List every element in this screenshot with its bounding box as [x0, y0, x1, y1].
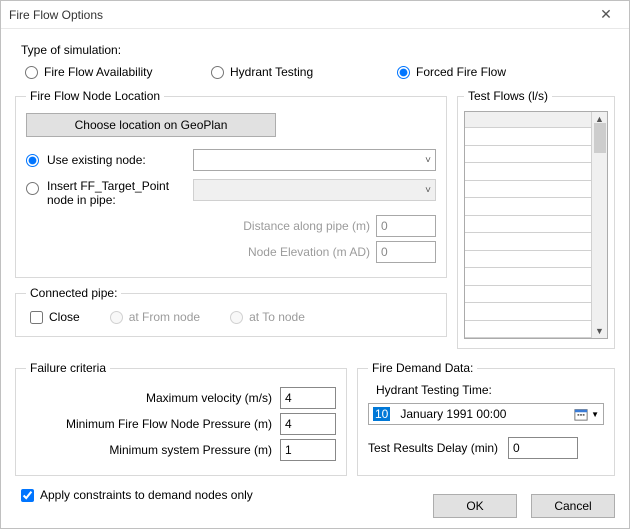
test-flows-cells: [465, 112, 591, 338]
content-area: Type of simulation: Fire Flow Availabili…: [1, 29, 629, 512]
fieldset-node-location: Fire Flow Node Location Choose location …: [15, 89, 447, 278]
from-label: at From node: [129, 310, 200, 324]
legend-connected-pipe: Connected pipe:: [26, 286, 121, 300]
grid-cell[interactable]: [465, 268, 591, 286]
fieldset-fire-demand-data: Fire Demand Data: Hydrant Testing Time: …: [357, 361, 615, 476]
use-existing-select[interactable]: ˅: [193, 149, 436, 171]
simtype-label: Type of simulation:: [15, 39, 615, 63]
cancel-button[interactable]: Cancel: [531, 494, 615, 518]
scroll-thumb[interactable]: [594, 123, 606, 153]
calendar-icon[interactable]: ▼: [574, 407, 599, 421]
grid-cell[interactable]: [465, 303, 591, 321]
distance-row: Distance along pipe (m) 0: [26, 215, 436, 237]
chevron-down-icon: ˅: [425, 185, 431, 196]
date-day-selected: 10: [373, 407, 390, 421]
radio-input[interactable]: [25, 66, 38, 79]
legend-firedd: Fire Demand Data:: [368, 361, 477, 375]
dialog-window: Fire Flow Options ✕ Type of simulation: …: [0, 0, 630, 529]
checkbox-input[interactable]: [30, 311, 43, 324]
close-icon[interactable]: ✕: [591, 6, 621, 23]
min-sys-label: Minimum system Pressure (m): [26, 443, 272, 457]
legend-failure: Failure criteria: [26, 361, 110, 375]
delay-input[interactable]: 0: [508, 437, 578, 459]
legend-node-location: Fire Flow Node Location: [26, 89, 164, 103]
to-label: at To node: [249, 310, 305, 324]
distance-input: 0: [376, 215, 436, 237]
scroll-down-icon[interactable]: ▼: [595, 324, 604, 338]
min-sys-input[interactable]: 1: [280, 439, 336, 461]
insert-ff-select: ˅: [193, 179, 436, 201]
radio-input[interactable]: [397, 66, 410, 79]
radio-label: Fire Flow Availability: [44, 65, 152, 79]
grid-cell[interactable]: [465, 163, 591, 181]
insert-ff-row: Insert FF_Target_Point node in pipe: ˅: [26, 179, 436, 207]
max-velocity-input[interactable]: 4: [280, 387, 336, 409]
simtype-radios: Fire Flow Availability Hydrant Testing F…: [15, 63, 615, 85]
window-title: Fire Flow Options: [9, 8, 103, 22]
fieldset-connected-pipe: Connected pipe: Close at From node at: [15, 286, 447, 337]
min-ffnp-input[interactable]: 4: [280, 413, 336, 435]
use-existing-label: Use existing node:: [47, 153, 187, 167]
radio-input[interactable]: [211, 66, 224, 79]
radio-input: [110, 311, 123, 324]
max-velocity-label: Maximum velocity (m/s): [26, 391, 272, 405]
radio-at-to-node: at To node: [230, 310, 305, 324]
grid-cell[interactable]: [465, 181, 591, 199]
min-ffnp-label: Minimum Fire Flow Node Pressure (m): [26, 417, 272, 431]
apply-constraints-checkbox[interactable]: [21, 489, 34, 502]
dialog-buttons: OK Cancel: [433, 494, 615, 518]
grid-cell[interactable]: [465, 321, 591, 339]
apply-constraints-label: Apply constraints to demand nodes only: [40, 488, 253, 502]
elevation-input: 0: [376, 241, 436, 263]
radio-label: Forced Fire Flow: [416, 65, 506, 79]
hydrant-time-label: Hydrant Testing Time:: [368, 383, 604, 399]
grid-header: [465, 112, 591, 128]
radio-label: Hydrant Testing: [230, 65, 313, 79]
distance-label: Distance along pipe (m): [120, 219, 370, 233]
radio-forced-fire-flow[interactable]: Forced Fire Flow: [397, 65, 583, 79]
scrollbar[interactable]: ▲ ▼: [591, 112, 607, 338]
elevation-label: Node Elevation (m AD): [120, 245, 370, 259]
grid-cell[interactable]: [465, 286, 591, 304]
grid-cell[interactable]: [465, 198, 591, 216]
grid-cell[interactable]: [465, 128, 591, 146]
grid-cell[interactable]: [465, 251, 591, 269]
radio-hydrant-testing[interactable]: Hydrant Testing: [211, 65, 397, 79]
close-label: Close: [49, 310, 80, 324]
radio-use-existing[interactable]: [26, 154, 39, 167]
fieldset-failure-criteria: Failure criteria Maximum velocity (m/s) …: [15, 361, 347, 476]
close-checkbox[interactable]: Close: [30, 310, 80, 324]
use-existing-row: Use existing node: ˅: [26, 149, 436, 171]
radio-at-from-node: at From node: [110, 310, 200, 324]
radio-fire-flow-availability[interactable]: Fire Flow Availability: [25, 65, 211, 79]
date-rest-text: January 1991 00:00: [400, 407, 506, 421]
insert-ff-label: Insert FF_Target_Point node in pipe:: [47, 179, 187, 207]
grid-cell[interactable]: [465, 216, 591, 234]
radio-input: [230, 311, 243, 324]
elevation-row: Node Elevation (m AD) 0: [26, 241, 436, 263]
radio-insert-ff[interactable]: [26, 182, 39, 195]
chevron-down-icon: ▼: [591, 410, 599, 419]
hydrant-time-picker[interactable]: 10 January 1991 00:00 ▼: [368, 403, 604, 425]
chevron-down-icon: ˅: [425, 155, 431, 166]
legend-test-flows: Test Flows (l/s): [464, 89, 552, 103]
ok-button[interactable]: OK: [433, 494, 517, 518]
date-value: 10 January 1991 00:00: [373, 407, 506, 421]
grid-cell[interactable]: [465, 146, 591, 164]
grid-cell[interactable]: [465, 233, 591, 251]
test-flows-grid[interactable]: ▲ ▼: [464, 111, 608, 339]
choose-geoplan-button[interactable]: Choose location on GeoPlan: [26, 113, 276, 137]
delay-label: Test Results Delay (min): [368, 441, 498, 455]
fieldset-test-flows: Test Flows (l/s): [457, 89, 615, 349]
titlebar: Fire Flow Options ✕: [1, 1, 629, 29]
